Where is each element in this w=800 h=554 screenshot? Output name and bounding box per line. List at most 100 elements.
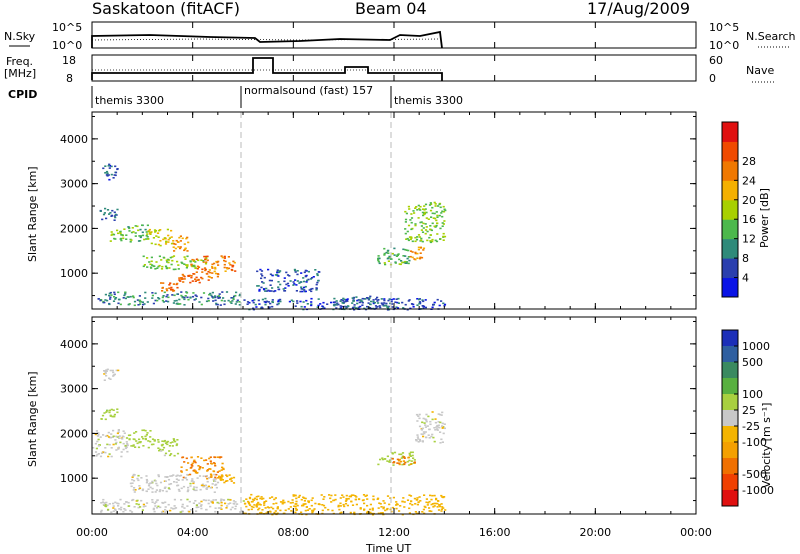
power-cell-17 <box>404 201 447 244</box>
power-colorbar-swatch-7 <box>722 141 738 162</box>
cpid-strip: themis 3300 normalsound (fast) 157 themi… <box>91 84 463 108</box>
velocity-colorbar: 1000 500 100 25 -25 -100 -500 -1000 <box>721 329 774 507</box>
power-colorbar: 4 8 12 16 20 24 28 <box>721 121 756 298</box>
velocity-cell-4 <box>103 368 120 381</box>
power-colorbar-swatch-0 <box>722 277 738 298</box>
velocity-colorbar-swatch-7 <box>722 442 738 459</box>
power-colorbar-swatch-4 <box>722 199 738 220</box>
power-cell-6 <box>190 255 210 284</box>
cpid-segment-3: themis 3300 <box>394 94 463 107</box>
velocity-ytick-1: 2000 <box>60 427 88 440</box>
power-cell-7 <box>208 260 220 279</box>
velocity-colorbar-swatch-2 <box>722 362 738 379</box>
velocity-cell-8 <box>100 498 245 514</box>
velocity-ytick-3: 4000 <box>60 338 88 351</box>
power-colorbar-swatch-3 <box>722 219 738 240</box>
power-ytick-1: 2000 <box>60 222 88 235</box>
power-colorbar-swatch-2 <box>722 238 738 259</box>
velocity-panel: 1000 2000 3000 4000 Slant Range [km] <box>26 316 697 516</box>
power-scale-tick-2: 12 <box>742 233 756 246</box>
velocity-ylabel: Slant Range [km] <box>26 371 39 467</box>
freq-label-2: [MHz] <box>4 67 36 80</box>
velocity-colorbar-swatch-10 <box>722 490 738 507</box>
xtick-0: 00:00 <box>76 526 108 539</box>
velocity-cell-6 <box>218 474 236 484</box>
velocity-scale-tick-5: -100 <box>742 436 767 449</box>
power-cell-3 <box>123 224 150 243</box>
power-ytick-2: 3000 <box>60 178 88 191</box>
xtick-1: 04:00 <box>177 526 209 539</box>
power-cell-12 <box>142 255 208 271</box>
velocity-scale-tick-3: 25 <box>742 404 756 417</box>
freq-tick-bottom: 8 <box>66 72 73 85</box>
power-colorbar-swatch-8 <box>722 122 738 142</box>
power-scale-label: Power [dB] <box>758 188 771 248</box>
xtick-2: 08:00 <box>277 526 309 539</box>
power-ytick-3: 4000 <box>60 133 88 146</box>
power-y-ticks: 1000 2000 3000 4000 <box>60 115 696 297</box>
power-cell-9 <box>160 282 179 292</box>
xtick-5: 20:00 <box>579 526 611 539</box>
velocity-y-ticks: 1000 2000 3000 4000 <box>60 320 696 502</box>
velocity-colorbar-swatch-9 <box>722 474 738 491</box>
velocity-cell-7 <box>129 473 220 493</box>
power-scale-tick-0: 4 <box>742 272 749 285</box>
velocity-cell-11 <box>415 411 446 444</box>
power-ytick-0: 1000 <box>60 267 88 280</box>
xlabel: Time UT <box>365 542 411 554</box>
velocity-cell-0 <box>92 429 129 458</box>
velocity-scale-label: Velocity [m s⁻¹] <box>760 403 773 488</box>
power-cell-16 <box>409 246 426 261</box>
power-scale-tick-5: 24 <box>742 174 756 187</box>
power-cell-10 <box>178 273 194 284</box>
velocity-cell-1 <box>127 429 155 449</box>
beam-title: Beam 04 <box>355 0 427 18</box>
power-cell-1 <box>99 207 119 221</box>
xtick-6: 00:00 <box>680 526 712 539</box>
power-heatmap-cells <box>97 163 447 311</box>
nsky-tick-bottom: 10^0 <box>52 39 82 52</box>
power-scale-tick-3: 16 <box>742 213 756 226</box>
nave-tick-bottom: 0 <box>709 72 716 85</box>
velocity-cell-5 <box>180 456 225 480</box>
power-panel: 1000 2000 3000 4000 Slant Range [km] <box>26 111 697 311</box>
power-cell-11 <box>97 291 242 307</box>
velocity-colorbar-swatch-1 <box>722 346 738 363</box>
velocity-scale-tick-4: -25 <box>742 420 760 433</box>
velocity-cell-12 <box>391 456 416 466</box>
power-colorbar-swatch-1 <box>722 258 738 279</box>
velocity-ytick-2: 3000 <box>60 383 88 396</box>
power-scale-tick-6: 28 <box>742 155 756 168</box>
power-colorbar-swatch-6 <box>722 160 738 181</box>
power-cell-15 <box>377 247 411 266</box>
power-ylabel: Slant Range [km] <box>26 166 39 262</box>
nsearch-tick-top: 10^5 <box>709 21 739 34</box>
nave-label: Nave <box>746 64 774 77</box>
velocity-colorbar-swatch-8 <box>722 458 738 475</box>
velocity-colorbar-swatch-6 <box>722 426 738 443</box>
nsky-strip: N.Sky 10^5 10^0 10^5 10^0 N.Search <box>4 21 796 52</box>
velocity-colorbar-swatch-0 <box>722 330 738 347</box>
time-x-ticks: 00:00 04:00 08:00 12:00 16:00 20:00 00:00 <box>76 22 712 539</box>
velocity-colorbar-swatch-3 <box>722 378 738 395</box>
power-cell-8 <box>220 255 237 272</box>
cpid-segment-1: themis 3300 <box>95 94 164 107</box>
velocity-ytick-0: 1000 <box>60 472 88 485</box>
freq-tick-top: 18 <box>62 54 76 67</box>
power-colorbar-swatch-5 <box>722 180 738 201</box>
velocity-colorbar-swatch-4 <box>722 394 738 411</box>
velocity-colorbar-swatch-5 <box>722 410 738 427</box>
power-cell-0 <box>109 229 125 242</box>
power-scale-tick-1: 8 <box>742 252 749 265</box>
nsky-label: N.Sky <box>4 30 36 43</box>
freq-trace <box>91 57 443 81</box>
velocity-scale-tick-1: 500 <box>742 356 763 369</box>
velocity-scale-tick-0: 1000 <box>742 340 770 353</box>
velocity-cell-2 <box>153 438 180 457</box>
nsearch-trace <box>91 38 443 41</box>
nsearch-tick-bottom: 10^0 <box>709 39 739 52</box>
xtick-4: 16:00 <box>479 526 511 539</box>
nsearch-label: N.Search <box>746 30 796 43</box>
nave-tick-top: 60 <box>709 54 723 67</box>
nsky-trace <box>91 30 443 49</box>
